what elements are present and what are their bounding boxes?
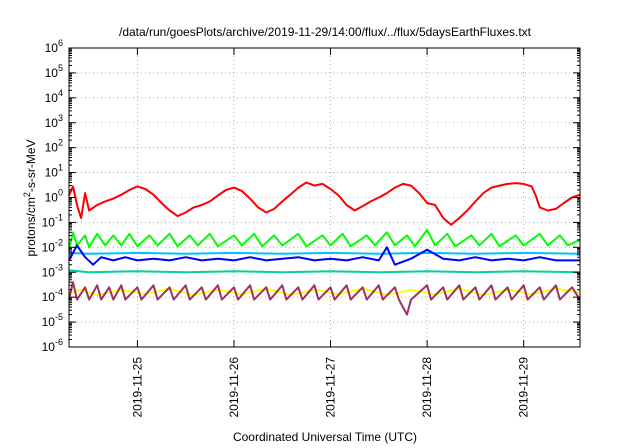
y-tick-label: 102 xyxy=(45,138,63,155)
x-tick-label: 2019-11-27 xyxy=(324,357,338,418)
chart-title: /data/run/goesPlots/archive/2019-11-29/1… xyxy=(119,25,532,39)
y-tick-exponent: -1 xyxy=(55,212,63,222)
y-axis-label-superscript: 2 xyxy=(22,192,32,197)
y-tick-base: 10 xyxy=(45,191,59,205)
y-tick-base: 10 xyxy=(42,215,56,229)
y-axis-label: protons/cm2-s-sr-MeV xyxy=(22,139,38,256)
x-axis: 2019-11-25 2019-11-26 2019-11-27 2019-11-28… xyxy=(130,48,531,418)
y-tick-base: 10 xyxy=(45,41,59,55)
y-tick-label: 10-2 xyxy=(42,237,63,254)
series-line-3 xyxy=(68,251,581,255)
y-tick-base: 10 xyxy=(45,66,59,80)
y-tick-exponent: 1 xyxy=(58,163,63,173)
x-tick-label: 2019-11-28 xyxy=(420,357,434,418)
y-tick-base: 10 xyxy=(42,315,56,329)
series-group xyxy=(68,181,581,316)
y-tick-exponent: -6 xyxy=(55,337,63,347)
y-tick-exponent: 2 xyxy=(58,138,63,148)
y-tick-base: 10 xyxy=(45,91,59,105)
y-tick-exponent: 3 xyxy=(58,113,63,123)
y-tick-exponent: -4 xyxy=(55,287,63,297)
series-line-2 xyxy=(68,228,581,250)
y-tick-exponent: -2 xyxy=(55,237,63,247)
y-tick-base: 10 xyxy=(42,290,56,304)
series-line-6 xyxy=(68,287,581,297)
grid xyxy=(69,48,580,347)
y-tick-label: 101 xyxy=(45,163,63,180)
y-tick-base: 10 xyxy=(45,166,59,180)
y-tick-label: 104 xyxy=(45,88,63,105)
y-tick-label: 10-4 xyxy=(42,287,63,304)
y-tick-label: 10-6 xyxy=(42,337,63,354)
y-tick-exponent: 6 xyxy=(58,38,63,48)
y-tick-exponent: 4 xyxy=(58,88,63,98)
y-tick-label: 103 xyxy=(45,113,63,130)
x-tick-label: 2019-11-26 xyxy=(227,357,241,418)
y-axis: 10610510410310210110010-110-210-310-410-… xyxy=(42,38,580,354)
y-tick-label: 10-5 xyxy=(42,312,63,329)
series-line-5 xyxy=(68,269,581,274)
y-tick-exponent: 5 xyxy=(58,63,63,73)
y-tick-label: 106 xyxy=(45,38,63,55)
y-tick-base: 10 xyxy=(45,141,59,155)
y-tick-label: 100 xyxy=(45,188,63,205)
y-tick-exponent: 0 xyxy=(58,188,63,198)
y-tick-label: 10-3 xyxy=(42,262,63,279)
x-tick-label: 2019-11-25 xyxy=(130,357,144,418)
x-axis-label: Coordinated Universal Time (UTC) xyxy=(233,430,417,444)
y-tick-label: 105 xyxy=(45,63,63,80)
series-line-7 xyxy=(68,281,581,316)
series-line-1 xyxy=(68,181,581,226)
y-axis-label-part: protons/cm xyxy=(24,197,38,256)
y-tick-base: 10 xyxy=(42,340,56,354)
series-line-4 xyxy=(68,244,580,266)
y-tick-exponent: -5 xyxy=(55,312,63,322)
x-tick-label: 2019-11-29 xyxy=(517,357,531,418)
y-tick-base: 10 xyxy=(42,265,56,279)
y-tick-exponent: -3 xyxy=(55,262,63,272)
y-axis-label-part: -s-sr-MeV xyxy=(24,139,38,192)
y-tick-base: 10 xyxy=(45,116,59,130)
y-tick-label: 10-1 xyxy=(42,212,63,229)
y-tick-base: 10 xyxy=(42,240,56,254)
